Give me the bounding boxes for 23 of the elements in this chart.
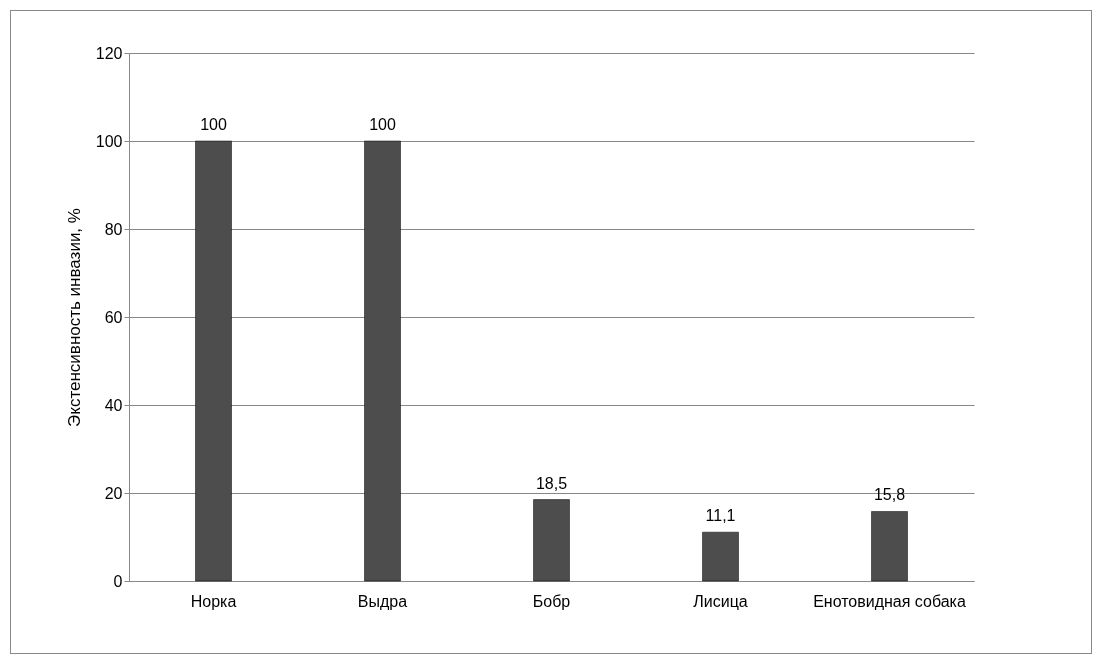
y-axis-title: Экстенсивность инвазии, % — [64, 208, 84, 427]
y-tick-label: 60 — [104, 308, 123, 326]
bar — [871, 511, 908, 582]
y-tick-label: 120 — [95, 44, 123, 62]
data-label: 18,5 — [535, 474, 568, 492]
data-label: 100 — [369, 116, 396, 133]
x-tick-label: Лисица — [693, 592, 748, 610]
data-label: 11,1 — [705, 507, 736, 525]
y-tick-label: 40 — [104, 396, 123, 414]
data-label: 100 — [200, 116, 227, 133]
data-label: 15,8 — [873, 486, 906, 504]
bar — [195, 140, 232, 582]
bar — [364, 140, 401, 582]
y-tick-label: 80 — [104, 220, 123, 238]
y-tick-label: 0 — [113, 572, 123, 590]
y-tick-label: 100 — [95, 132, 123, 150]
x-tick-label: Норка — [190, 592, 237, 610]
x-tick-label: Бобр — [532, 592, 571, 610]
bar — [702, 531, 739, 582]
y-tick-label: 20 — [104, 484, 123, 502]
x-tick-label: Енотовидная собака — [813, 592, 966, 610]
x-tick-label: Выдра — [357, 592, 408, 610]
bar — [533, 499, 570, 582]
